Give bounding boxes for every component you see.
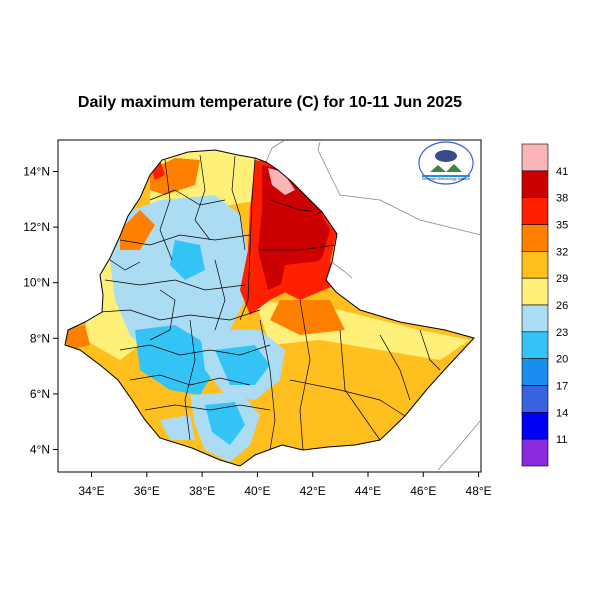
- colorbar-swatch: [521, 331, 549, 359]
- colorbar-swatch: [521, 438, 549, 467]
- institute-logo: Ethiopian Meteorology Institute: [418, 141, 474, 185]
- lat-tick-label: 12°N: [23, 220, 50, 234]
- plot-frame: [57, 139, 482, 473]
- lon-tick-label: 34°E: [78, 484, 104, 498]
- colorbar-label: 20: [556, 354, 568, 366]
- lon-tick-label: 48°E: [466, 484, 492, 498]
- lon-tick-label: 44°E: [355, 484, 381, 498]
- lat-tick-label: 4°N: [30, 443, 50, 457]
- colorbar-label: 17: [556, 381, 568, 393]
- colorbar-swatch: [521, 197, 549, 225]
- colorbar-swatch: [521, 170, 549, 198]
- colorbar-swatch: [521, 304, 549, 333]
- colorbar-label: 23: [556, 327, 568, 339]
- colorbar: 41 38 35 32 29 26 23 20 17 14 11: [521, 143, 568, 467]
- lat-tick-label: 8°N: [30, 331, 50, 345]
- colorbar-label: 26: [556, 300, 568, 312]
- zone-boundaries: [99, 154, 441, 451]
- colorbar-swatch: [521, 143, 549, 172]
- colorbar-label: 41: [556, 166, 568, 178]
- lat-tick-label: 14°N: [23, 165, 50, 179]
- colorbar-swatch: [521, 412, 549, 440]
- map-title: Daily maximum temperature (C) for 10-11 …: [77, 94, 463, 111]
- lon-tick-label: 36°E: [134, 484, 160, 498]
- logo-caption: Ethiopian Meteorology Institute: [422, 177, 470, 181]
- colorbar-swatch: [521, 385, 549, 413]
- mountain-icon: [430, 164, 462, 172]
- colorbar-label: 11: [556, 434, 567, 446]
- colorbar-swatch: [521, 358, 549, 386]
- lat-tick-label: 6°N: [30, 387, 50, 401]
- lon-tick-label: 46°E: [410, 484, 436, 498]
- colorbar-label: 38: [556, 193, 568, 205]
- cloud-icon: [435, 150, 457, 162]
- colorbar-label: 35: [556, 220, 568, 232]
- neighbour-borders: [265, 139, 482, 471]
- axes: 34°E 36°E 38°E 40°E 42°E 44°E 46°E 48°E 4°N 6°N 8°…: [23, 165, 491, 499]
- temperature-field: [65, 150, 474, 466]
- colorbar-label: 29: [556, 273, 568, 285]
- colorbar-label: 32: [556, 246, 568, 258]
- lon-tick-label: 42°E: [300, 484, 326, 498]
- colorbar-swatch: [521, 224, 549, 252]
- colorbar-swatch: [521, 277, 549, 306]
- lat-tick-label: 10°N: [23, 276, 50, 290]
- colorbar-swatch: [521, 251, 549, 279]
- country-outline: [64, 149, 475, 467]
- lon-tick-label: 40°E: [244, 484, 270, 498]
- colorbar-label: 14: [556, 407, 568, 419]
- lon-tick-label: 38°E: [189, 484, 215, 498]
